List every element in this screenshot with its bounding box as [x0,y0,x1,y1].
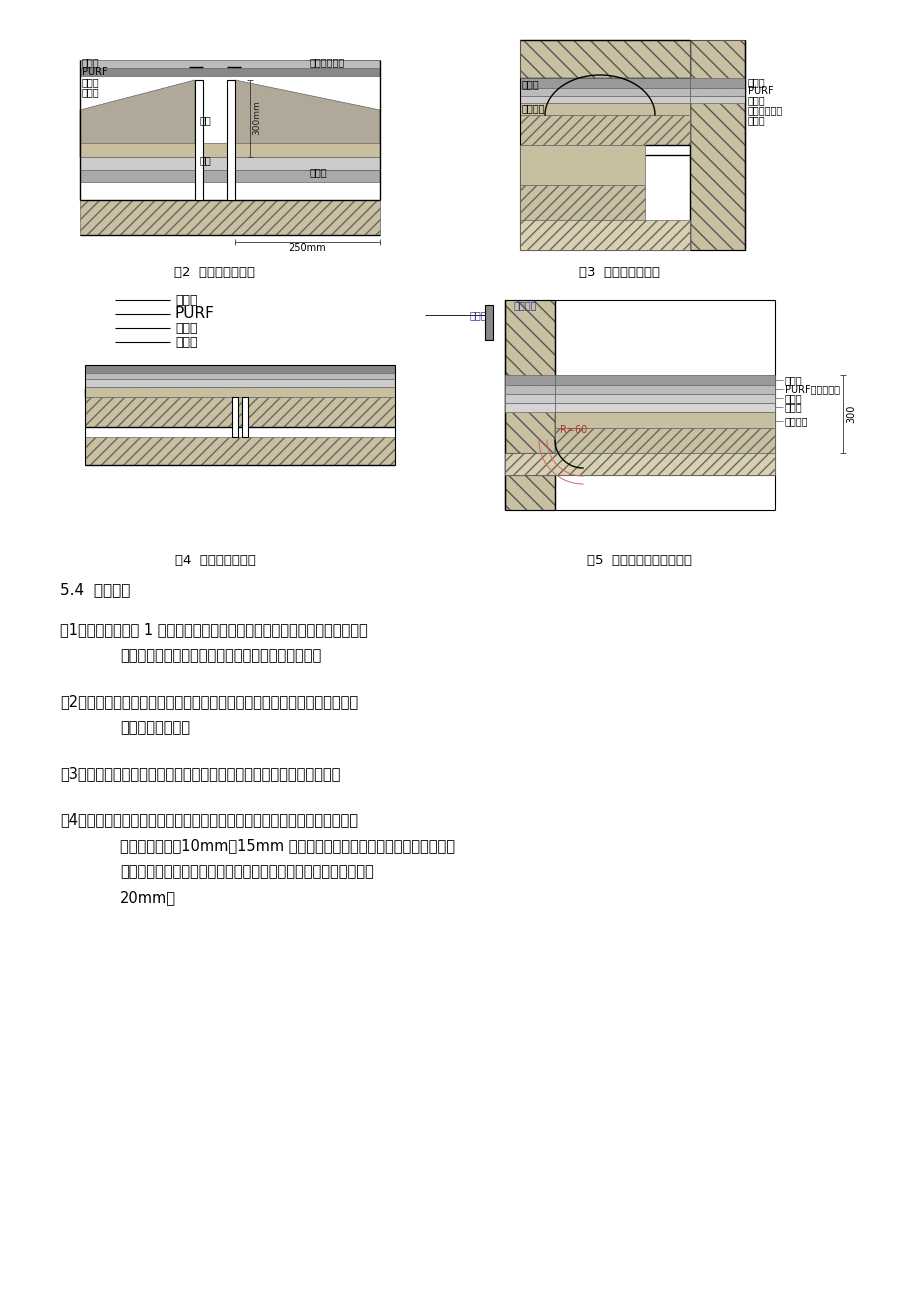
Bar [195,79,203,201]
Bar [554,395,774,404]
Bar [80,60,380,68]
Bar [242,397,248,437]
Bar [505,395,554,404]
Text: 涂膜层: 涂膜层 [521,79,539,89]
Bar [80,68,380,76]
Bar [505,299,554,510]
Text: R=60: R=60 [560,424,586,435]
Text: 250mm: 250mm [288,243,325,253]
Text: 金属泛水: 金属泛水 [513,299,536,310]
Text: 屋面基层: 屋面基层 [784,417,808,426]
Text: 图5  山墙、女儿墙泛水节点: 图5 山墙、女儿墙泛水节点 [587,553,692,566]
Text: 管子: 管子 [199,115,211,125]
Bar [85,365,394,372]
Text: 图2  出屋面管道节点: 图2 出屋面管道节点 [175,267,255,280]
Bar [85,387,394,397]
Polygon shape [85,387,223,397]
Bar [80,201,380,234]
Text: 保护层: 保护层 [784,375,801,385]
Bar [85,397,394,427]
Text: PURF: PURF [175,306,215,322]
Bar [505,385,554,395]
Text: 保护层: 保护层 [747,77,765,87]
Text: 涂膜层: 涂膜层 [175,322,198,335]
Text: （2）聚氨酯硬泡体防水保温材料必须在喷涂施工前配制好，同步根据施工条: （2）聚氨酯硬泡体防水保温材料必须在喷涂施工前配制好，同步根据施工条 [60,694,357,710]
Bar [689,89,744,96]
Bar [689,96,744,103]
Bar [80,158,380,171]
Text: 20mm。: 20mm。 [119,891,176,905]
Bar [519,145,644,185]
Text: PURF: PURF [747,86,773,96]
Polygon shape [484,305,493,340]
Bar [519,185,644,220]
Text: 图3  横向落水口节点: 图3 横向落水口节点 [579,267,660,280]
Bar [85,379,394,387]
Bar [80,143,380,158]
Text: 落槽: 落槽 [199,155,211,165]
Text: 找平、找坡层: 找平、找坡层 [747,105,782,115]
Text: 屋面板: 屋面板 [310,167,327,177]
Text: 找坡层: 找坡层 [784,402,801,411]
Text: 图4  竖向落水口节点: 图4 竖向落水口节点 [175,553,255,566]
Bar [554,411,774,428]
Text: 保护层: 保护层 [175,293,198,306]
Text: 涂膜层: 涂膜层 [82,77,99,87]
Bar [505,453,774,475]
Bar [554,404,774,411]
Bar [505,375,774,465]
Bar [85,437,394,465]
Text: 件作合适旳调整。: 件作合适旳调整。 [119,720,190,736]
Text: 300mm: 300mm [252,100,261,135]
Text: PURF: PURF [82,66,108,77]
Bar [505,375,554,385]
Bar [689,40,744,250]
Text: PURF防水保温层: PURF防水保温层 [784,384,839,395]
Bar [505,404,554,411]
Text: （3）喷涂前应用专用气压设备对基层进行清灰处理，且满足基层条件。: （3）喷涂前应用专用气压设备对基层进行清灰处理，且满足基层条件。 [60,767,340,781]
Text: 落水出口: 落水出口 [521,103,545,113]
Text: 找坡层: 找坡层 [175,336,198,349]
Text: （4）现场喷涂使用专用设备，喷涂应连接均匀，每一种工作面至少分两次喷: （4）现场喷涂使用专用设备，喷涂应连接均匀，每一种工作面至少分两次喷 [60,812,357,828]
Bar [689,78,744,89]
Polygon shape [255,387,394,397]
Bar [80,171,380,182]
Bar [232,397,238,437]
Bar [519,40,689,78]
Polygon shape [80,79,195,158]
Bar [227,79,234,201]
Text: 屋面板: 屋面板 [747,115,765,125]
Text: 保护层: 保护层 [82,57,99,66]
Text: 找平层: 找平层 [784,393,801,404]
Text: 300: 300 [845,405,855,423]
Bar [85,372,394,379]
Text: 道表皮，增长其防水性能。整体竣工后聚氨酯泡沫体厚度不应低于: 道表皮，增长其防水性能。整体竣工后聚氨酯泡沫体厚度不应低于 [119,865,373,879]
Polygon shape [234,79,380,158]
Bar [519,89,689,96]
Text: 石油沥青聚氨酯涂料涂膜处理，使细部处理更可靠。: 石油沥青聚氨酯涂料涂膜处理，使细部处理更可靠。 [119,648,321,664]
Text: 金属泛水: 金属泛水 [470,310,493,320]
Bar [554,428,774,453]
Text: 找平、找坡层: 找平、找坡层 [310,57,345,66]
Bar [519,115,689,145]
Text: （1）喷涂前须提前 1 天对有落水口及管道出屋面旳金属和塑料构件部位进行: （1）喷涂前须提前 1 天对有落水口及管道出屋面旳金属和塑料构件部位进行 [60,622,368,638]
Bar [519,96,689,103]
Text: 砼垫土: 砼垫土 [82,87,99,98]
Text: 涂完毕，每层为10mm～15mm 左右，由于每一次喷涂后就在其表面形成一: 涂完毕，每层为10mm～15mm 左右，由于每一次喷涂后就在其表面形成一 [119,838,455,854]
Bar [554,385,774,395]
Bar [519,220,689,250]
Bar [519,103,689,115]
Text: 5.4  喷涂操作: 5.4 喷涂操作 [60,582,130,598]
Bar [554,375,774,385]
Text: 涂膜层: 涂膜层 [747,95,765,105]
Bar [519,78,689,89]
